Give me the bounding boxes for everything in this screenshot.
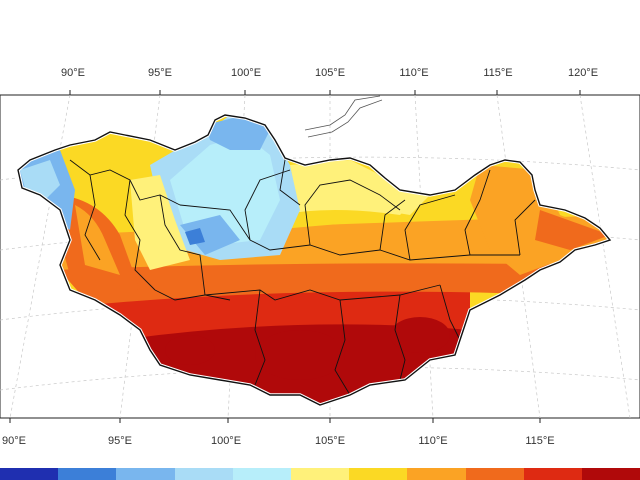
bottom-lon-label: 95°E — [108, 435, 132, 447]
bottom-lon-label: 115°E — [525, 435, 554, 447]
legend-swatch — [465, 468, 524, 480]
bottom-lon-label: 90°E — [2, 435, 26, 447]
top-lon-label: 110°E — [399, 67, 428, 79]
top-lon-label: 115°E — [483, 67, 512, 79]
neighbor-border — [304, 95, 381, 131]
bottom-ticks — [9, 418, 541, 423]
top-lon-labels: 90°E 95°E 100°E 105°E 110°E 115°E 120°E — [61, 67, 598, 79]
bottom-lon-label: 100°E — [211, 435, 241, 447]
top-lon-label: 100°E — [231, 67, 261, 79]
legend-swatch — [523, 468, 582, 480]
zone-light-orange — [55, 215, 610, 270]
top-lon-label: 90°E — [61, 67, 85, 79]
province-boundaries — [69, 139, 536, 396]
legend-swatch — [407, 468, 466, 480]
bottom-lon-label: 110°E — [418, 435, 447, 447]
top-lon-label: 120°E — [568, 67, 598, 79]
top-lon-label: 95°E — [148, 67, 172, 79]
legend-swatch — [116, 468, 175, 480]
top-ticks — [69, 90, 581, 95]
legend-swatch — [581, 468, 640, 480]
color-legend-bar — [0, 468, 640, 480]
legend-swatch — [0, 468, 59, 480]
legend-swatch — [174, 468, 233, 480]
legend-swatch — [349, 468, 408, 480]
mongolia-outline — [17, 114, 612, 406]
top-lon-label: 105°E — [315, 67, 345, 79]
legend-swatch — [290, 468, 350, 480]
bottom-lon-label: 105°E — [315, 435, 345, 447]
legend-swatch — [232, 468, 291, 480]
bottom-lon-labels: 90°E 95°E 100°E 105°E 110°E 115°E — [2, 435, 555, 447]
legend-swatch — [58, 468, 117, 480]
